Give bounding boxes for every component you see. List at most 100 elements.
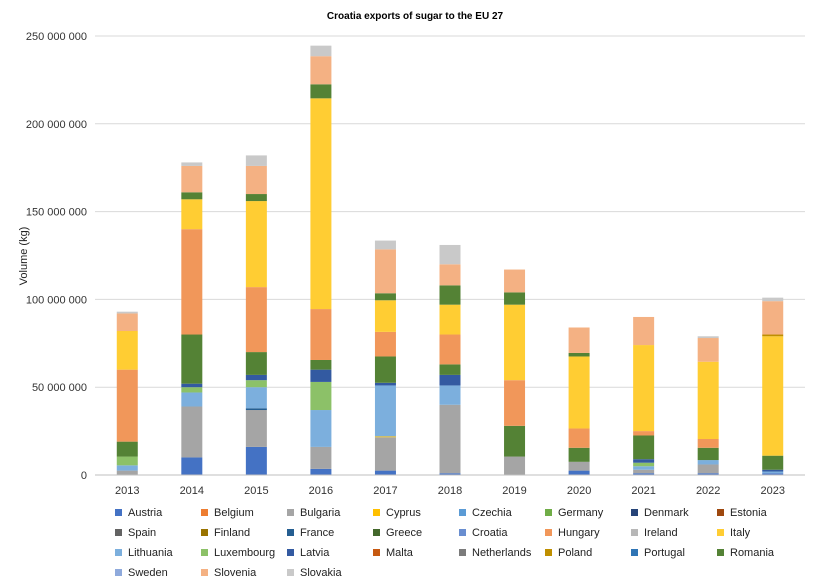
bar-segment-2016-italy [310, 98, 332, 310]
legend-item-italy: Italy [717, 526, 803, 539]
bar-segment-2018-austria [439, 473, 461, 475]
bar-segment-2018-italy [439, 304, 461, 335]
bar-segment-2014-slovenia [181, 165, 203, 193]
bar-segment-2023-slovakia [762, 297, 784, 302]
legend-label: Lithuania [128, 546, 173, 559]
bar-segment-2020-bulgaria [568, 461, 590, 471]
bar-segment-2016-bulgaria [310, 446, 332, 469]
bar-segment-2015-italy [245, 201, 267, 288]
bar-segment-2013-luxembourg [116, 456, 138, 466]
legend-item-cyprus: Cyprus [373, 506, 459, 519]
legend-item-denmark: Denmark [631, 506, 717, 519]
bar-segment-2014-romania [181, 334, 203, 384]
bar-segment-2023-poland [762, 334, 784, 337]
bar-segment-2022-italy [697, 361, 719, 440]
bar-stack-2020 [568, 327, 590, 475]
bar-segment-2017-austria [374, 470, 396, 475]
legend-swatch [287, 529, 294, 536]
legend-item-czechia: Czechia [459, 506, 545, 519]
bar-segment-2015-latvia [245, 374, 267, 381]
legend-label: Slovakia [300, 566, 342, 579]
bar-segment-2020-romania [568, 447, 590, 462]
x-tick-label: 2013 [115, 485, 139, 497]
bar-segment-2020-italy [568, 356, 590, 429]
legend-swatch [717, 529, 724, 536]
bar-segment-2016-luxembourg [310, 381, 332, 411]
legend-label: Hungary [558, 526, 600, 539]
legend-label: Bulgaria [300, 506, 341, 519]
legend-swatch [287, 569, 294, 576]
legend-swatch [201, 569, 208, 576]
bar-segment-2015-france [245, 408, 267, 411]
bar-segment-2017-slovenia [374, 249, 396, 294]
legend-swatch [545, 529, 552, 536]
x-tick-label: 2015 [244, 485, 268, 497]
bar-segment-2018-romania-2 [439, 285, 461, 305]
legend-item-bulgaria: Bulgaria [287, 506, 373, 519]
bar-stack-2016 [310, 45, 332, 475]
bar-segment-2014-austria [181, 457, 203, 475]
legend-swatch [373, 549, 380, 556]
legend-item-ireland: Ireland [631, 526, 717, 539]
legend-item-sweden: Sweden [115, 566, 201, 579]
legend-item-netherlands: Netherlands [459, 546, 545, 559]
bar-segment-2014-luxembourg [181, 387, 203, 393]
legend-label: Belgium [214, 506, 254, 519]
legend-swatch [631, 529, 638, 536]
legend-label: Greece [386, 526, 423, 539]
bar-segment-2013-slovenia [116, 313, 138, 332]
bar-stack-2023 [762, 297, 784, 475]
bar-segment-2016-hungary [310, 309, 332, 360]
bar-segment-2013-lithuania [116, 465, 138, 471]
legend-item-germany: Germany [545, 506, 631, 519]
bar-segment-2017-slovakia [374, 240, 396, 250]
legend-swatch [631, 509, 638, 516]
legend-item-lithuania: Lithuania [115, 546, 201, 559]
bar-segment-2023-italy [762, 336, 784, 456]
legend-label: Czechia [472, 506, 512, 519]
legend-swatch [459, 509, 466, 516]
legend-swatch [201, 549, 208, 556]
legend-swatch [287, 549, 294, 556]
bar-segment-2015-luxembourg [245, 380, 267, 388]
bar-segment-2016-romania-2 [310, 84, 332, 99]
y-tick-label: 200 000 000 [26, 119, 87, 131]
bar-segment-2015-romania [245, 352, 267, 375]
legend-item-portugal: Portugal [631, 546, 717, 559]
y-axis-title: Volume (kg) [18, 227, 30, 286]
bar-segment-2022-slovenia [697, 338, 719, 362]
bar-segment-2020-hungary [568, 428, 590, 448]
bar-stack-2015 [245, 155, 267, 475]
bar-segment-2014-latvia [181, 383, 203, 388]
legend-swatch [115, 529, 122, 536]
legend-label: Netherlands [472, 546, 532, 559]
bar-segment-2021-luxembourg [633, 462, 655, 467]
x-tick-label: 2022 [696, 485, 720, 497]
legend-swatch [717, 509, 724, 516]
bar-segment-2022-hungary [697, 439, 719, 448]
legend-label: Luxembourg [214, 546, 276, 559]
x-tick-label: 2021 [631, 485, 655, 497]
legend-item-spain: Spain [115, 526, 201, 539]
legend-item-belgium: Belgium [201, 506, 287, 519]
bar-segment-2018-hungary [439, 334, 461, 365]
x-tick-label: 2017 [373, 485, 397, 497]
y-axis-ticks: 0 50 000 000 100 000 000 150 000 000 200 000… [26, 31, 87, 482]
bar-segment-2021-hungary [633, 431, 655, 436]
bar-segment-2018-latvia [439, 374, 461, 386]
bar-segment-2018-lithuania [439, 385, 461, 405]
y-tick-label: 100 000 000 [26, 294, 87, 306]
bar-segment-2018-romania [439, 364, 461, 375]
legend-swatch [545, 549, 552, 556]
legend-label: Ireland [644, 526, 678, 539]
y-tick-label: 50 000 000 [32, 382, 87, 394]
legend-item-slovenia: Slovenia [201, 566, 287, 579]
legend-item-estonia: Estonia [717, 506, 803, 519]
bar-stack-2019 [504, 269, 526, 475]
bar-segment-2017-italy [374, 300, 396, 332]
x-tick-label: 2023 [760, 485, 784, 497]
legend-swatch [115, 509, 122, 516]
legend-label: Estonia [730, 506, 767, 519]
bar-segment-2020-romania-2 [568, 352, 590, 357]
